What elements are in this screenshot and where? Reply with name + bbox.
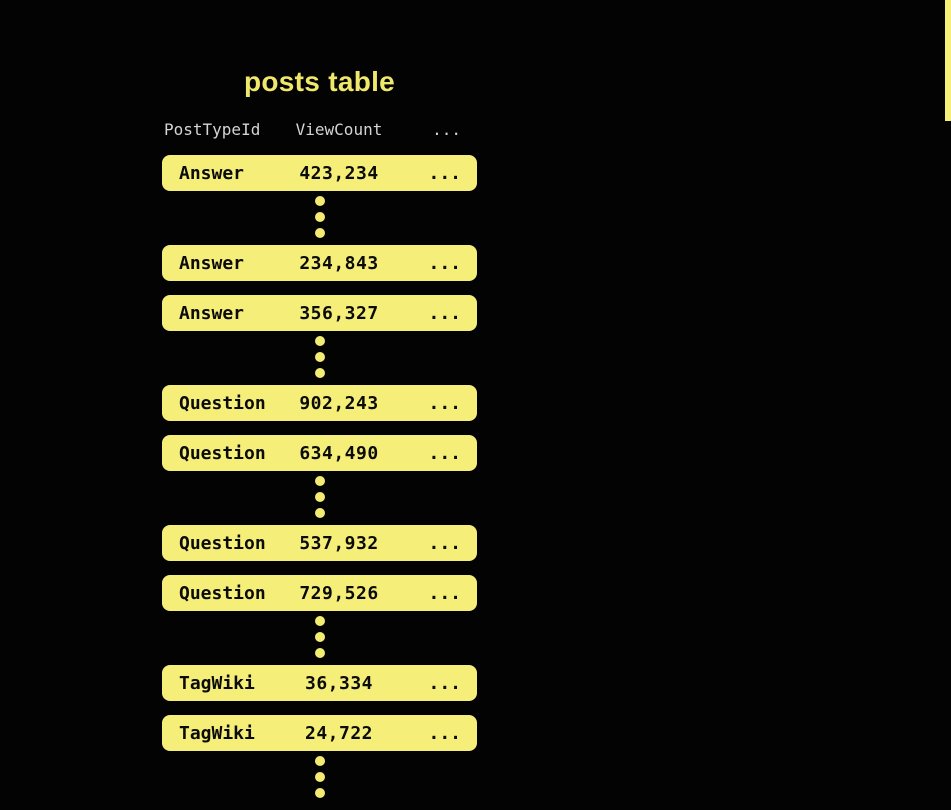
row-post-type: Answer: [179, 162, 245, 184]
column-header-more: ...: [432, 120, 461, 139]
row-view-count: 24,722: [304, 722, 374, 744]
ellipsis-dots: [162, 476, 477, 518]
ellipsis-dots: [162, 756, 477, 798]
row-post-type: Question: [179, 532, 266, 554]
row-view-count: 423,234: [299, 162, 379, 184]
table-row: Question 902,243 ...: [162, 385, 477, 421]
table-body: Answer 423,234 ... Answer 234,843 ... An…: [162, 155, 477, 805]
row-more: ...: [428, 442, 461, 464]
table-row: Question 634,490 ...: [162, 435, 477, 471]
page-title: posts table: [243, 66, 396, 97]
dot-icon: [314, 772, 325, 782]
row-view-count: 36,334: [304, 672, 374, 694]
dot-icon: [314, 228, 325, 238]
row-more: ...: [428, 582, 461, 604]
table-header: PostTypeId ViewCount ...: [162, 120, 477, 139]
row-more: ...: [428, 252, 461, 274]
row-post-type: Question: [179, 392, 266, 414]
dot-icon: [314, 492, 325, 502]
table-row: Answer 356,327 ...: [162, 295, 477, 331]
row-view-count: 537,932: [299, 532, 379, 554]
dot-icon: [314, 788, 325, 798]
table-row: Answer 423,234 ...: [162, 155, 477, 191]
row-more: ...: [428, 392, 461, 414]
dot-icon: [314, 212, 325, 222]
dot-icon: [314, 336, 325, 346]
ellipsis-dots: [162, 616, 477, 658]
table-row: Question 537,932 ...: [162, 525, 477, 561]
table-row: Answer 234,843 ...: [162, 245, 477, 281]
row-post-type: TagWiki: [179, 722, 255, 744]
dot-icon: [314, 648, 325, 658]
row-post-type: Question: [179, 442, 266, 464]
dot-icon: [314, 476, 325, 486]
row-more: ...: [428, 532, 461, 554]
row-view-count: 902,243: [299, 392, 379, 414]
column-header-viewcount: ViewCount: [295, 120, 383, 139]
row-post-type: Answer: [179, 252, 245, 274]
row-post-type: Answer: [179, 302, 245, 324]
dot-icon: [314, 756, 325, 766]
table-row: Question 729,526 ...: [162, 575, 477, 611]
row-more: ...: [428, 302, 461, 324]
dot-icon: [314, 196, 325, 206]
row-more: ...: [428, 722, 461, 744]
table-row: TagWiki 36,334 ...: [162, 665, 477, 701]
ellipsis-dots: [162, 336, 477, 378]
table-row: TagWiki 24,722 ...: [162, 715, 477, 751]
row-view-count: 356,327: [299, 302, 379, 324]
dot-icon: [314, 616, 325, 626]
column-header-posttypeid: PostTypeId: [164, 120, 261, 139]
dot-icon: [314, 352, 325, 362]
row-view-count: 634,490: [299, 442, 379, 464]
row-post-type: Question: [179, 582, 266, 604]
dot-icon: [314, 508, 325, 518]
row-more: ...: [428, 162, 461, 184]
row-post-type: TagWiki: [179, 672, 255, 694]
row-view-count: 729,526: [299, 582, 379, 604]
row-more: ...: [428, 672, 461, 694]
dot-icon: [314, 632, 325, 642]
dot-icon: [314, 368, 325, 378]
scrollbar-thumb[interactable]: [945, 0, 951, 121]
ellipsis-dots: [162, 196, 477, 238]
row-view-count: 234,843: [299, 252, 379, 274]
